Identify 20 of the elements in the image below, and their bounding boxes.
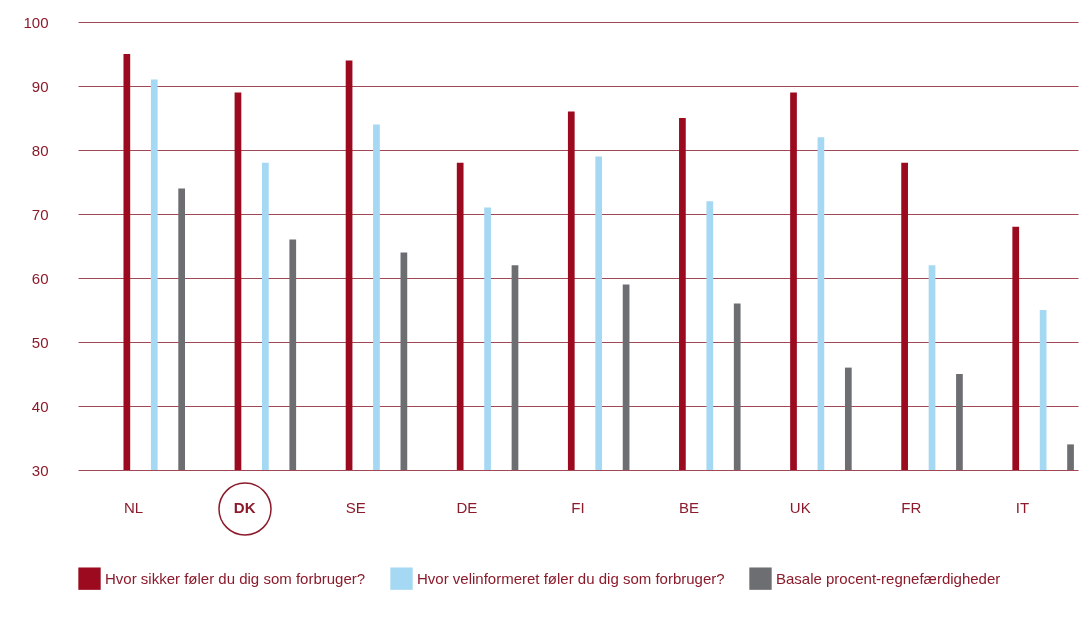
legend-label: Basale procent-regnefærdigheder [776, 569, 1001, 587]
y-tick-label: 90 [31, 77, 49, 95]
y-tick-label: 80 [31, 141, 49, 159]
x-tick-label: BE [679, 498, 700, 516]
legend-label: Hvor sikker føler du dig som forbruger? [105, 569, 366, 587]
y-tick-label: 60 [31, 269, 49, 287]
y-tick-label: 70 [31, 205, 49, 223]
y-tick-label: 50 [31, 333, 49, 351]
legend-label: Hvor velinformeret føler du dig som forbruger? [417, 569, 725, 587]
y-tick-label: 40 [31, 397, 49, 415]
x-tick-label: IT [1015, 498, 1030, 516]
y-tick-label: 100 [23, 13, 49, 31]
x-tick-label: NL [123, 498, 144, 516]
x-tick-label: DK [233, 498, 256, 516]
x-tick-label: DE [456, 498, 478, 516]
x-tick-label: FR [901, 498, 922, 516]
y-tick-label: 30 [31, 461, 49, 479]
x-tick-label: UK [789, 498, 811, 516]
x-tick-label: FI [571, 498, 585, 516]
x-tick-label: SE [345, 498, 366, 516]
